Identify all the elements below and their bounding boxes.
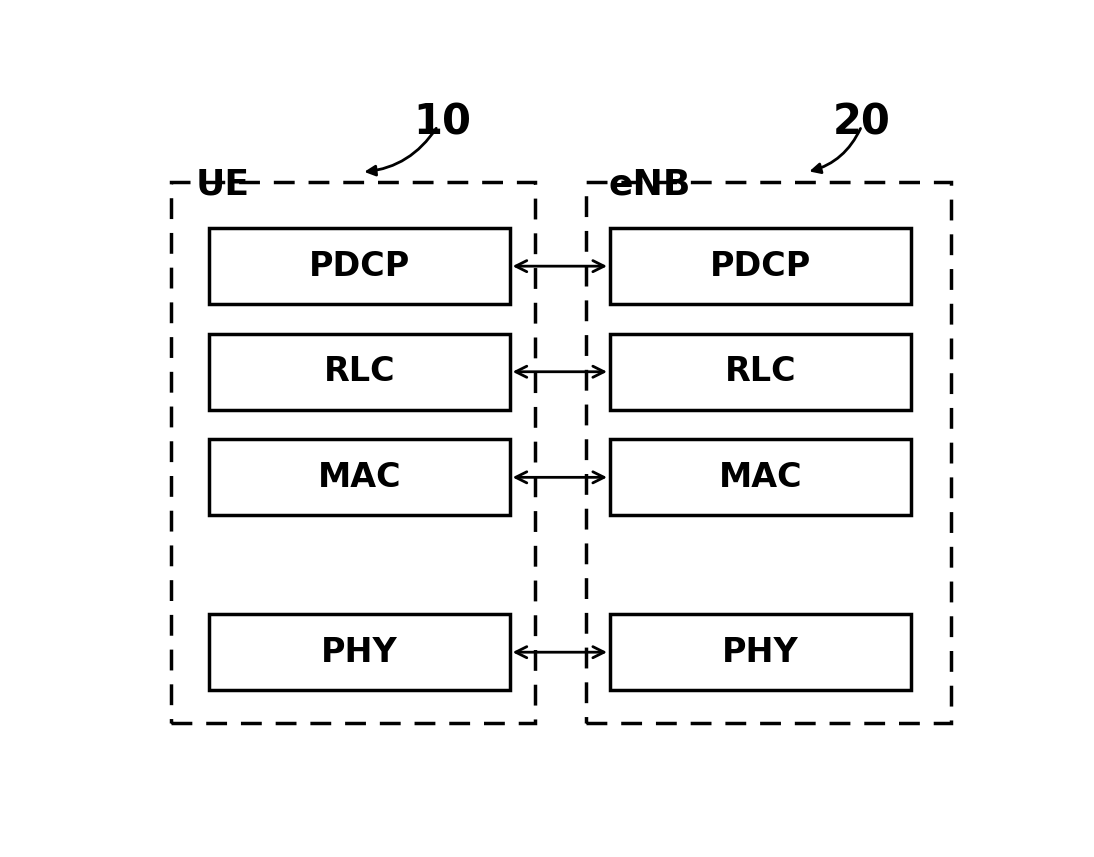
Text: 10: 10 (412, 102, 472, 144)
Text: PDCP: PDCP (309, 249, 410, 283)
Text: MAC: MAC (317, 461, 401, 494)
Text: MAC: MAC (719, 461, 802, 494)
Bar (209, 334, 510, 410)
Text: PHY: PHY (321, 636, 398, 668)
Bar (171, 182, 535, 723)
Text: eNB: eNB (608, 168, 690, 202)
Bar (609, 228, 911, 304)
Bar (609, 614, 911, 690)
Text: 20: 20 (833, 102, 891, 144)
Bar (609, 334, 911, 410)
Bar (586, 182, 951, 723)
Text: RLC: RLC (724, 356, 796, 388)
Text: PHY: PHY (722, 636, 799, 668)
Bar (209, 228, 510, 304)
Text: UE: UE (196, 168, 251, 202)
Bar (209, 614, 510, 690)
Text: PDCP: PDCP (710, 249, 811, 283)
Bar (609, 440, 911, 515)
Bar (209, 440, 510, 515)
Text: RLC: RLC (324, 356, 395, 388)
